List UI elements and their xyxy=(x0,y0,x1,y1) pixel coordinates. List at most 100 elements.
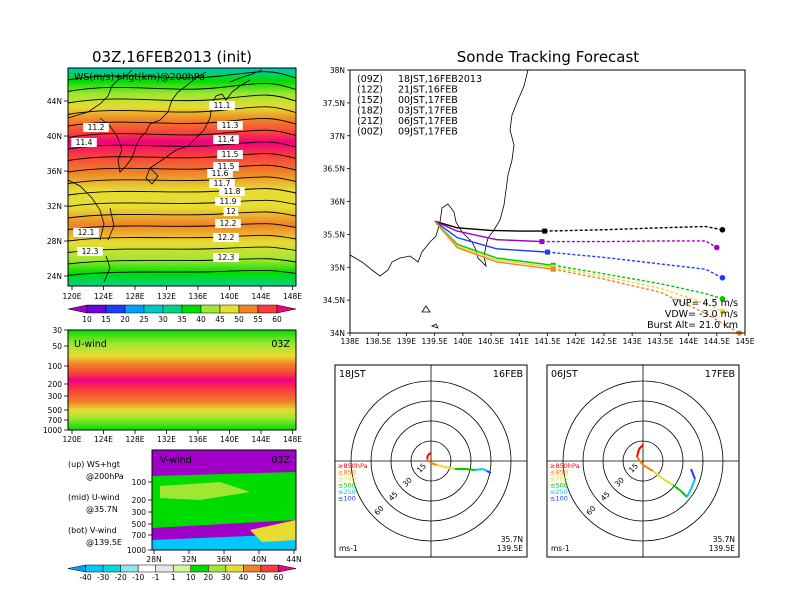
hodograph-trace xyxy=(680,490,688,498)
ws-colorbar-label: 40 xyxy=(196,315,206,324)
hodograph-trace xyxy=(638,444,644,450)
coastlines xyxy=(67,69,263,283)
height-contour xyxy=(67,246,297,253)
height-contour xyxy=(67,82,297,92)
hodograph-date: 16FEB xyxy=(493,369,523,380)
track-x-ticks: 138E 138.5E 139E 139.5E 140E 140.5E 141E 141.5E… xyxy=(340,333,755,346)
height-contour xyxy=(67,188,297,196)
hodograph-trace xyxy=(642,464,654,472)
track-y-ticks: 38N 37.5N 37N 36.5N 36N 35.5N 35N 34.5N 34N xyxy=(323,66,350,338)
param-burst: Burst Alt= 21.0 km xyxy=(647,320,738,331)
vwind-y-tick: 500 xyxy=(132,520,147,529)
ws-map-x-ticks: 120E 124E 128E 132E 136E 140E 144E 148E xyxy=(62,286,302,301)
vwind-y-ticks: 100 200 300 500 700 1000 xyxy=(127,478,152,555)
track-burst-marker xyxy=(545,249,550,255)
ws-x-tick: 144E xyxy=(251,292,270,301)
ws-colorbar-swatch xyxy=(238,304,259,314)
wind-colorbar-label: -10 xyxy=(132,573,144,582)
hodograph-level-label: ≥850hPa xyxy=(338,462,368,470)
track-end-marker xyxy=(713,244,720,251)
ws-colorbar-swatch xyxy=(162,304,183,314)
track-y-tick: 36N xyxy=(330,198,345,207)
legend-tag: (21Z) xyxy=(357,116,383,127)
hodograph-lat: 35.7N xyxy=(713,535,735,544)
track-x-tick: 141E xyxy=(510,337,529,346)
uwind-frame xyxy=(67,329,297,431)
wind-colorbar-swatch xyxy=(120,564,139,573)
hodograph-level-label: ≤100 xyxy=(550,495,568,503)
uwind-x-tick: 128E xyxy=(125,435,144,444)
note-up-2: @200hPa xyxy=(86,472,124,481)
ws-colorbar-swatch xyxy=(143,304,164,314)
ws-colorbar-swatch xyxy=(86,304,107,314)
hodograph-lon: 139.5E xyxy=(497,544,523,553)
note-bot-1: (bot) V-wind xyxy=(68,526,117,535)
hodograph-trace xyxy=(482,468,488,472)
panel-notes: (up) WS+hgt @200hPa (mid) U-wind @35.7N … xyxy=(68,460,124,547)
track-burst-marker xyxy=(550,266,556,272)
contour-label: 12.3 xyxy=(218,253,235,262)
ws-colorbar-swatch xyxy=(67,304,88,314)
hodograph-trace xyxy=(427,452,432,456)
hodograph-trace xyxy=(486,470,492,474)
hodograph-lon: 139.5E xyxy=(709,544,735,553)
track-line-dashed xyxy=(544,225,723,232)
param-vup: VUP= 4.5 m/s xyxy=(672,298,738,309)
track-line-solid xyxy=(434,220,542,243)
track-series xyxy=(434,220,743,336)
ws-colorbar-label: 60 xyxy=(272,315,282,324)
wind-colorbar-swatch xyxy=(190,564,209,573)
ws-colorbar-label: 10 xyxy=(82,315,92,324)
wind-colorbar-swatch xyxy=(225,564,244,573)
uwind-x-tick: 124E xyxy=(94,435,113,444)
contour-label: 11.7 xyxy=(214,179,231,188)
ws-colorbar-label: 25 xyxy=(139,315,149,324)
ws-colorbar-swatch xyxy=(276,304,297,314)
legend-text: 09JST,17FEB xyxy=(398,127,458,138)
legend-tag: (15Z) xyxy=(357,95,383,106)
legend-tag: (12Z) xyxy=(357,85,383,96)
track-x-tick: 142.5E xyxy=(591,337,617,346)
hodograph-trace xyxy=(690,478,696,490)
track-end-marker xyxy=(719,226,726,233)
hodograph-trace xyxy=(426,458,432,464)
track-burst-marker xyxy=(539,239,545,245)
ws-colorbar-label: 15 xyxy=(101,315,111,324)
ws-x-tick: 140E xyxy=(220,292,239,301)
vwind-y-tick: 200 xyxy=(132,496,147,505)
hodograph-trace xyxy=(474,468,484,471)
ws-colorbar-label: 30 xyxy=(158,315,168,324)
hodograph-level-label: ≤250 xyxy=(338,488,356,496)
track-line-dashed xyxy=(553,264,723,300)
ws-y-tick: 40N xyxy=(47,132,62,141)
track-x-tick: 141.5E xyxy=(534,337,560,346)
chart-title: Sonde Tracking Forecast xyxy=(457,48,640,66)
contour-label: 11.1 xyxy=(214,101,231,110)
ws-colorbar-swatch xyxy=(200,304,221,314)
track-line-solid xyxy=(434,220,545,232)
ws-map-label: WS(m/s)+hgt(km)@200hPa xyxy=(74,72,205,83)
track-x-tick: 145E xyxy=(735,337,754,346)
contour-label: 11.8 xyxy=(224,187,241,196)
ws-x-tick: 128E xyxy=(125,292,144,301)
track-x-tick: 140E xyxy=(453,337,472,346)
wind-colorbar-label: 30 xyxy=(221,573,231,582)
hodograph-level-label: ≤700 xyxy=(550,475,568,483)
param-vdw: VDW= -3.0 m/s xyxy=(665,309,738,320)
track-y-tick: 34.5N xyxy=(323,296,345,305)
vwind-x-tick: 28N xyxy=(146,555,161,564)
hodograph-level-label: ≥850hPa xyxy=(550,462,580,470)
contour-label: 11.5 xyxy=(218,162,235,171)
ws-colorbar-swatch xyxy=(181,304,202,314)
height-contour xyxy=(67,153,297,161)
track-y-tick: 35N xyxy=(330,263,345,272)
track-legend: (09Z) 18JST,16FEB2013 (12Z) 21JST,16FEB (15Z… xyxy=(357,74,482,138)
hodograph-level-label: ≤250 xyxy=(550,488,568,496)
hodograph-trace xyxy=(444,466,456,470)
uwind-label: U-wind xyxy=(74,339,107,350)
note-bot-2: @139.5E xyxy=(86,538,122,547)
vwind-y-tick: 300 xyxy=(132,508,147,517)
